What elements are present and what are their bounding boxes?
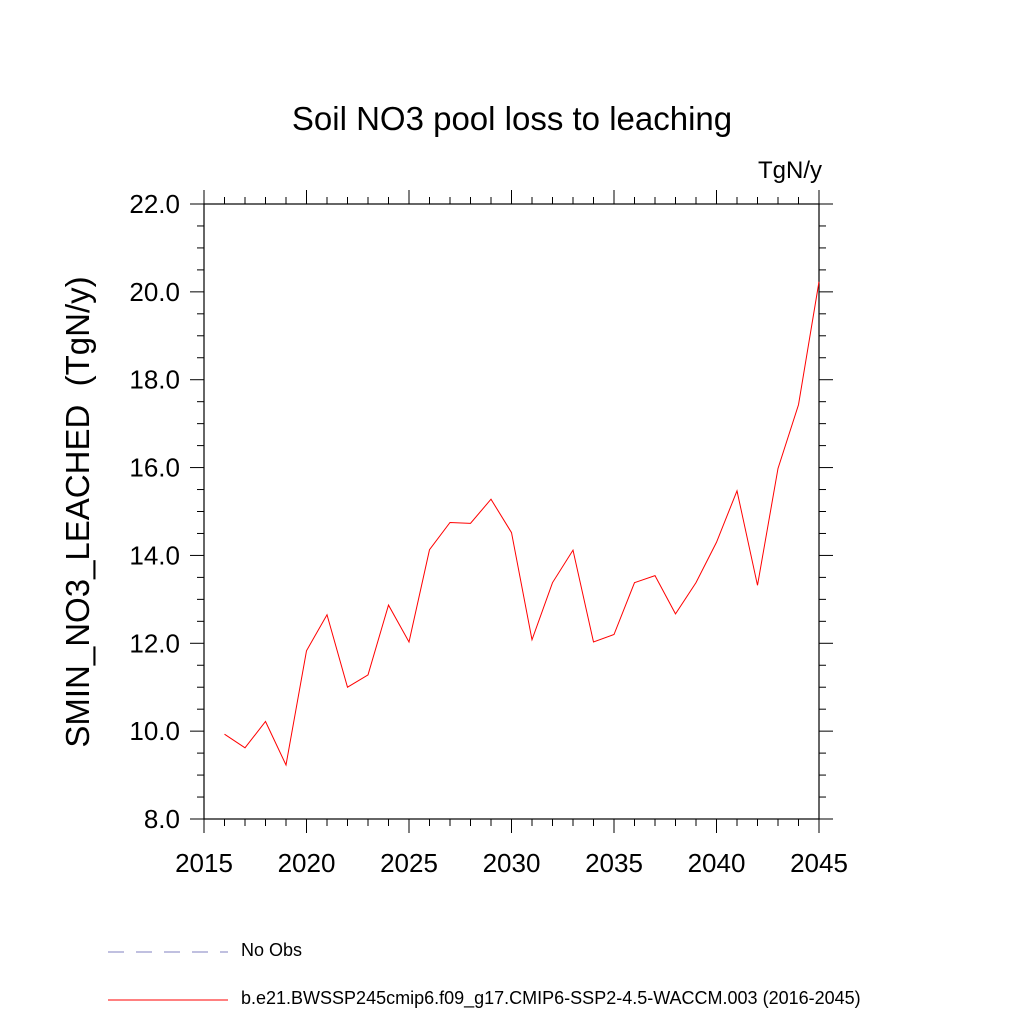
series-line	[224, 281, 820, 767]
y-tick-label: 16.0	[129, 453, 180, 483]
tick-labels: 2015 2020 2025 2030 2035 2040 2045 8.0 10.0 12.0 1…	[129, 189, 848, 878]
legend-label-no-obs: No Obs	[241, 940, 303, 960]
x-tick-label: 2035	[585, 848, 643, 878]
major-ticks	[190, 190, 833, 833]
y-tick-label: 20.0	[129, 277, 180, 307]
plot-frame	[203, 203, 820, 820]
x-tick-label: 2015	[175, 848, 233, 878]
y-tick-label: 18.0	[129, 365, 180, 395]
y-tick-label: 22.0	[129, 189, 180, 219]
units-label: TgN/y	[757, 157, 822, 184]
series-layer	[224, 281, 820, 767]
y-tick-label: 8.0	[144, 804, 180, 834]
y-tick-label: 10.0	[129, 716, 180, 746]
x-tick-label: 2040	[688, 848, 746, 878]
legend-label-model-run: b.e21.BWSSP245cmip6.f09_g17.CMIP6-SSP2-4…	[241, 988, 861, 1008]
y-tick-label: 12.0	[129, 628, 180, 658]
minor-ticks	[197, 197, 826, 826]
chart-title: Soil NO3 pool loss to leaching	[291, 100, 733, 137]
legend	[108, 951, 228, 1001]
x-tick-label: 2020	[278, 848, 336, 878]
y-tick-label: 14.0	[129, 540, 180, 570]
x-tick-label: 2045	[790, 848, 848, 878]
x-tick-label: 2030	[483, 848, 541, 878]
x-tick-label: 2025	[380, 848, 438, 878]
